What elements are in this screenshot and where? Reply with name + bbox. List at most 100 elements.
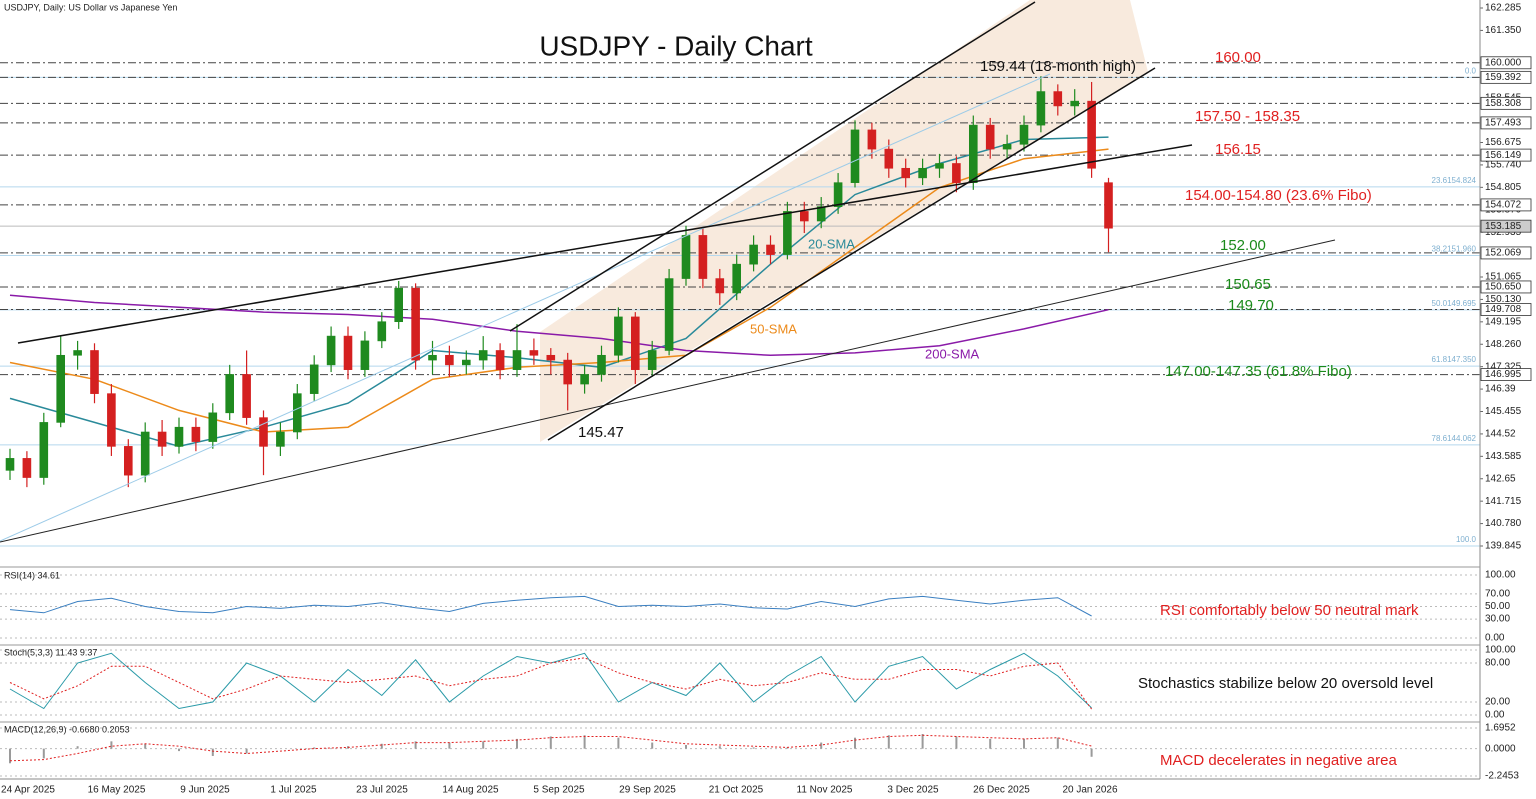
level-label: 154.072 bbox=[1485, 200, 1522, 211]
fibo-diagonal bbox=[0, 73, 1051, 542]
candle-body bbox=[968, 124, 978, 183]
level-box bbox=[1480, 246, 1532, 260]
candle-body bbox=[394, 287, 404, 323]
level-label: 160.000 bbox=[1485, 57, 1522, 68]
candle-body bbox=[1002, 143, 1012, 150]
candle-body bbox=[326, 335, 336, 366]
candle-body bbox=[529, 350, 539, 356]
chart-title: USDJPY - Daily Chart bbox=[539, 30, 813, 61]
candle-body bbox=[867, 129, 877, 150]
level-label: 158.308 bbox=[1485, 98, 1522, 109]
candle-body bbox=[1104, 182, 1113, 229]
macd-bar bbox=[76, 746, 79, 749]
rsi-line bbox=[9, 595, 1092, 617]
level-box bbox=[1480, 56, 1532, 70]
annotation: 154.00-154.80 (23.6% Fibo) bbox=[1185, 187, 1372, 204]
candle-body bbox=[39, 422, 49, 478]
x-tick-label: 26 Dec 2025 bbox=[973, 785, 1030, 796]
x-tick-label: 3 Dec 2025 bbox=[887, 785, 939, 796]
rsi-note: RSI comfortably below 50 neutral mark bbox=[1160, 602, 1419, 619]
annotation: 157.50 - 158.35 bbox=[1195, 108, 1300, 125]
candle-body bbox=[157, 431, 167, 447]
x-tick-label: 23 Jul 2025 bbox=[356, 785, 408, 796]
candle-body bbox=[428, 354, 437, 361]
x-tick-label: 9 Jun 2025 bbox=[180, 785, 230, 796]
level-box bbox=[1480, 368, 1532, 381]
level-box bbox=[1480, 70, 1532, 84]
fibo-ratio: 0.0 bbox=[1465, 66, 1477, 75]
candle-body bbox=[597, 354, 606, 375]
level-label: 152.069 bbox=[1485, 248, 1522, 259]
level-label: 159.392 bbox=[1485, 72, 1522, 83]
annotation: 156.15 bbox=[1215, 141, 1261, 158]
macd-bar bbox=[617, 737, 620, 749]
level-label: 149.708 bbox=[1485, 304, 1522, 315]
macd-bar bbox=[718, 746, 721, 749]
y-tick-label: 0.00 bbox=[1485, 633, 1505, 644]
candle-body bbox=[445, 354, 454, 366]
macd-bar bbox=[921, 734, 924, 749]
candle-body bbox=[715, 278, 725, 294]
candle-body bbox=[343, 335, 353, 370]
candle-body bbox=[816, 206, 826, 222]
sma-label: 50-SMA bbox=[750, 321, 797, 336]
macd-bar bbox=[178, 748, 180, 752]
macd-bar bbox=[245, 748, 248, 754]
level-label: 156.149 bbox=[1485, 150, 1522, 161]
fibo-ratio: 23.6 bbox=[1432, 176, 1448, 185]
y-tick-label: 162.285 bbox=[1485, 3, 1522, 14]
candle-body bbox=[1019, 124, 1029, 145]
candle-body bbox=[5, 458, 15, 471]
y-tick-label: 142.65 bbox=[1485, 473, 1516, 484]
stoch-signal bbox=[9, 657, 1093, 710]
macd-bar bbox=[448, 742, 451, 749]
candle-body bbox=[478, 350, 488, 361]
macd-bar bbox=[1023, 738, 1025, 749]
y-tick-label: 155.740 bbox=[1485, 160, 1522, 171]
macd-bar bbox=[549, 736, 552, 749]
candle-body bbox=[630, 316, 640, 370]
macd-bar bbox=[516, 738, 518, 749]
macd-bar bbox=[583, 735, 586, 749]
candle-body bbox=[225, 374, 234, 414]
candle-body bbox=[732, 263, 742, 294]
annotation: 149.70 bbox=[1228, 297, 1274, 314]
candle-body bbox=[377, 321, 387, 342]
annotation: 147.00-147.35 (61.8% Fibo) bbox=[1165, 363, 1352, 380]
candle-body bbox=[614, 316, 623, 356]
header: USDJPY, Daily: US Dollar vs Japanese Yen bbox=[4, 2, 177, 12]
candle-body bbox=[360, 340, 370, 370]
candle-body bbox=[309, 364, 319, 394]
candle-body bbox=[647, 350, 657, 370]
y-tick-label: 156.675 bbox=[1485, 137, 1522, 148]
candle-body bbox=[884, 148, 894, 169]
y-tick-label: 0.00 bbox=[1485, 710, 1505, 721]
y-tick-label: 161.350 bbox=[1485, 25, 1522, 36]
fibo-value: 147.350 bbox=[1447, 355, 1476, 364]
y-tick-label: 149.195 bbox=[1485, 316, 1522, 327]
annotation: 145.47 bbox=[578, 424, 624, 441]
annotation: 150.65 bbox=[1225, 276, 1271, 293]
macd-bar bbox=[1090, 748, 1093, 757]
y-tick-label: 139.845 bbox=[1485, 541, 1522, 552]
fibo-label: 23.6154.824 bbox=[1432, 176, 1477, 185]
y-tick-label: 70.00 bbox=[1485, 589, 1510, 600]
sma-line bbox=[9, 148, 1109, 433]
macd-label: MACD(12,26,9) -0.6680 0.2053 bbox=[4, 724, 130, 734]
macd-bar bbox=[313, 747, 316, 749]
candle-body bbox=[935, 163, 944, 169]
rsi-label: RSI(14) 34.61 bbox=[4, 570, 60, 580]
x-tick-label: 14 Aug 2025 bbox=[442, 785, 499, 796]
level-box bbox=[1480, 219, 1532, 233]
channel-upper bbox=[509, 1, 1036, 332]
candle-body bbox=[799, 211, 809, 222]
candle-body bbox=[191, 426, 201, 442]
y-tick-label: 150.130 bbox=[1485, 294, 1522, 305]
candle-body bbox=[749, 244, 758, 265]
macd-bar bbox=[9, 748, 11, 764]
candle-body bbox=[563, 359, 573, 385]
candle-body bbox=[985, 124, 995, 150]
macd-bar bbox=[685, 744, 687, 749]
x-tick-label: 1 Jul 2025 bbox=[270, 785, 317, 796]
